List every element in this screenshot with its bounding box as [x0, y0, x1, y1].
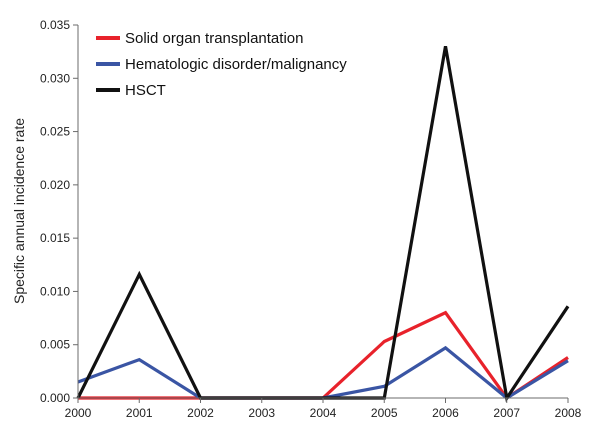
x-tick-label: 2007 — [493, 406, 520, 420]
x-tick-label: 2004 — [310, 406, 337, 420]
y-tick-label: 0.035 — [40, 18, 70, 32]
y-tick-label: 0.015 — [40, 231, 70, 245]
x-tick-label: 2006 — [432, 406, 459, 420]
series-line-hsct — [76, 46, 570, 403]
plot-lines — [76, 46, 570, 403]
x-tick-label: 2008 — [555, 406, 582, 420]
x-tick-label: 2000 — [65, 406, 92, 420]
legend: Solid organ transplantation Hematologic d… — [96, 30, 347, 99]
x-tick-label: 2005 — [371, 406, 398, 420]
legend-label: Hematologic disorder/malignancy — [125, 56, 347, 73]
x-ticks: 2000 2001 2002 2003 2004 2005 2006 2007 2008 — [65, 398, 582, 420]
y-axis-title: Specific annual incidence rate — [11, 118, 27, 304]
y-tick-label: 0.025 — [40, 125, 70, 139]
y-tick-label: 0.030 — [40, 71, 70, 85]
x-tick-label: 2001 — [126, 406, 153, 420]
x-tick-label: 2003 — [248, 406, 275, 420]
x-tick-label: 2002 — [187, 406, 214, 420]
y-ticks: 0.000 0.005 0.010 0.015 0.020 0.025 0.030 0.035 — [40, 18, 78, 405]
y-tick-label: 0.000 — [40, 391, 70, 405]
y-tick-label: 0.020 — [40, 178, 70, 192]
y-tick-label: 0.010 — [40, 284, 70, 298]
legend-label: Solid organ transplantation — [125, 30, 303, 47]
series-line-hematologic-disorder-malignancy — [77, 345, 569, 400]
legend-label: HSCT — [125, 82, 166, 99]
y-tick-label: 0.005 — [40, 338, 70, 352]
